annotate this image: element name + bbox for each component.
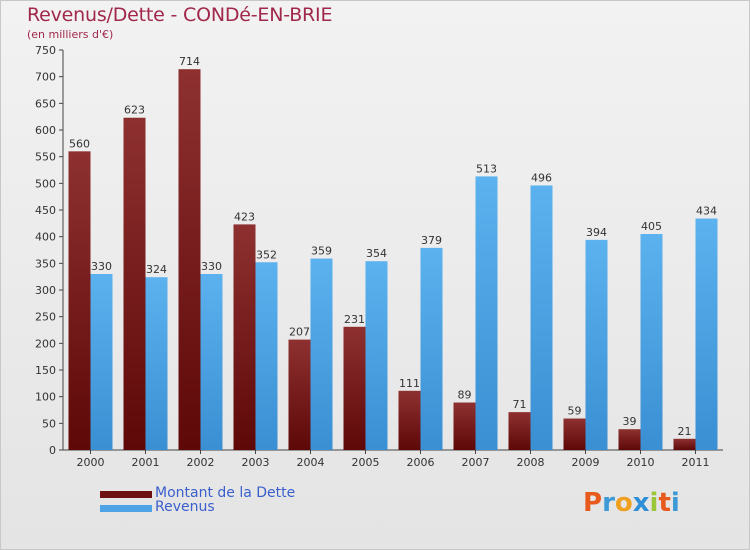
bar-revenus-2001 bbox=[145, 277, 168, 450]
data-label-revenus-2011: 434 bbox=[696, 205, 717, 218]
data-label-dette-2004: 207 bbox=[289, 326, 310, 339]
data-label-dette-2011: 21 bbox=[678, 425, 692, 438]
y-tick-label: 150 bbox=[35, 364, 56, 377]
data-label-dette-2003: 423 bbox=[234, 210, 255, 223]
y-tick-label: 250 bbox=[35, 311, 56, 324]
y-tick-label: 750 bbox=[35, 44, 56, 57]
data-label-revenus-2002: 330 bbox=[201, 260, 222, 273]
bar-dette-2005 bbox=[343, 326, 366, 450]
bar-dette-2003 bbox=[233, 224, 256, 450]
bar-dette-2010 bbox=[618, 429, 641, 450]
bar-revenus-2010 bbox=[640, 234, 663, 450]
legend-label-debt: Montant de la Dette bbox=[155, 485, 296, 501]
logo-letter: o bbox=[614, 488, 633, 518]
x-tick-label: 2007 bbox=[462, 456, 490, 469]
data-label-revenus-2001: 324 bbox=[146, 263, 167, 276]
legend-label-revenus: Revenus bbox=[155, 499, 215, 515]
bar-dette-2000 bbox=[68, 151, 91, 451]
x-tick-label: 2008 bbox=[517, 456, 545, 469]
y-tick-label: 550 bbox=[35, 151, 56, 164]
bar-revenus-2000 bbox=[90, 274, 113, 450]
logo-letter: x bbox=[632, 488, 650, 518]
data-label-revenus-2005: 354 bbox=[366, 247, 387, 260]
bar-dette-2001 bbox=[123, 117, 146, 450]
y-tick-label: 100 bbox=[35, 391, 56, 404]
logo-letter: P bbox=[583, 488, 603, 518]
logo-letter: i bbox=[670, 488, 680, 518]
data-label-dette-2007: 89 bbox=[458, 389, 472, 402]
data-label-dette-2010: 39 bbox=[623, 415, 637, 428]
bar-revenus-2011 bbox=[695, 218, 718, 450]
y-tick-label: 200 bbox=[35, 337, 56, 350]
x-tick-label: 2002 bbox=[187, 456, 215, 469]
data-label-dette-2005: 231 bbox=[344, 313, 365, 326]
bar-revenus-2006 bbox=[420, 247, 443, 450]
data-label-dette-2008: 71 bbox=[513, 398, 527, 411]
y-tick-label: 50 bbox=[42, 417, 56, 430]
x-tick-label: 2004 bbox=[297, 456, 325, 469]
bar-dette-2006 bbox=[398, 390, 421, 450]
bar-revenus-2005 bbox=[365, 261, 388, 450]
legend-swatch-revenus bbox=[100, 505, 152, 512]
chart-title: Revenus/Dette - CONDé-EN-BRIE bbox=[27, 4, 333, 26]
bar-dette-2002 bbox=[178, 69, 201, 450]
y-tick-label: 450 bbox=[35, 204, 56, 217]
y-tick-label: 500 bbox=[35, 177, 56, 190]
proxiti-logo: Proxiti bbox=[583, 488, 680, 518]
bar-revenus-2003 bbox=[255, 262, 278, 450]
data-label-revenus-2010: 405 bbox=[641, 220, 662, 233]
data-label-dette-2002: 714 bbox=[179, 55, 200, 68]
x-tick-label: 2011 bbox=[682, 456, 710, 469]
data-label-revenus-2009: 394 bbox=[586, 226, 607, 239]
x-tick-label: 2003 bbox=[242, 456, 270, 469]
logo-letter: i bbox=[649, 488, 659, 518]
x-tick-label: 2001 bbox=[132, 456, 160, 469]
bar-revenus-2009 bbox=[585, 239, 608, 450]
y-tick-label: 350 bbox=[35, 257, 56, 270]
data-label-dette-2009: 59 bbox=[568, 405, 582, 418]
data-label-revenus-2003: 352 bbox=[256, 248, 277, 261]
bar-dette-2009 bbox=[563, 418, 586, 450]
x-tick-label: 2000 bbox=[77, 456, 105, 469]
y-tick-label: 0 bbox=[49, 444, 56, 457]
data-label-dette-2000: 560 bbox=[69, 137, 90, 150]
y-tick-label: 600 bbox=[35, 124, 56, 137]
bar-revenus-2008 bbox=[530, 185, 553, 450]
bar-dette-2004 bbox=[288, 339, 311, 450]
y-tick-label: 650 bbox=[35, 97, 56, 110]
x-tick-label: 2005 bbox=[352, 456, 380, 469]
legend-swatch-debt bbox=[100, 491, 152, 498]
bar-dette-2008 bbox=[508, 412, 531, 450]
y-tick-label: 700 bbox=[35, 71, 56, 84]
logo-letter: t bbox=[658, 488, 671, 518]
chart-subtitle: (en milliers d'€) bbox=[27, 28, 114, 41]
data-label-revenus-2008: 496 bbox=[531, 171, 552, 184]
y-tick-label: 300 bbox=[35, 284, 56, 297]
x-tick-label: 2006 bbox=[407, 456, 435, 469]
logo-letter: r bbox=[602, 488, 615, 518]
data-label-dette-2006: 111 bbox=[399, 377, 420, 390]
bar-revenus-2007 bbox=[475, 176, 498, 450]
bar-revenus-2004 bbox=[310, 258, 333, 450]
y-tick-label: 400 bbox=[35, 231, 56, 244]
x-tick-label: 2010 bbox=[627, 456, 655, 469]
data-label-revenus-2007: 513 bbox=[476, 162, 497, 175]
data-label-revenus-2000: 330 bbox=[91, 260, 112, 273]
data-label-revenus-2004: 359 bbox=[311, 245, 332, 258]
data-label-revenus-2006: 379 bbox=[421, 234, 442, 247]
bar-dette-2007 bbox=[453, 402, 476, 450]
bar-dette-2011 bbox=[673, 438, 696, 450]
x-tick-label: 2009 bbox=[572, 456, 600, 469]
bar-revenus-2002 bbox=[200, 274, 223, 450]
data-label-dette-2001: 623 bbox=[124, 104, 145, 117]
